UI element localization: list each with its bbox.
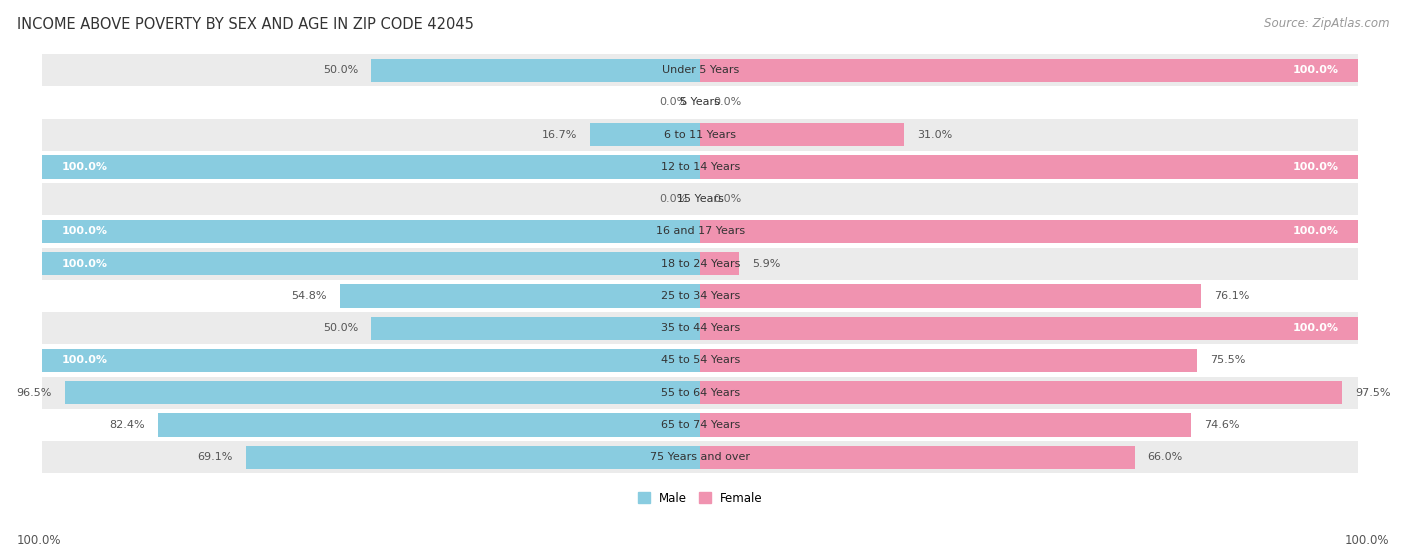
Text: 35 to 44 Years: 35 to 44 Years — [661, 323, 740, 333]
Text: 75 Years and over: 75 Years and over — [650, 452, 751, 462]
Text: 100.0%: 100.0% — [62, 259, 108, 269]
Bar — [700, 59, 1358, 82]
Text: 75.5%: 75.5% — [1211, 356, 1246, 366]
Bar — [591, 123, 700, 146]
Bar — [42, 312, 1358, 344]
Bar — [700, 123, 904, 146]
Text: Under 5 Years: Under 5 Years — [662, 65, 738, 75]
Text: 100.0%: 100.0% — [17, 534, 62, 547]
Text: 5 Years: 5 Years — [681, 97, 720, 107]
Text: 100.0%: 100.0% — [1344, 534, 1389, 547]
Text: 100.0%: 100.0% — [1292, 226, 1339, 236]
Text: 0.0%: 0.0% — [713, 194, 741, 204]
Bar — [371, 316, 700, 340]
Bar — [42, 54, 1358, 87]
Bar — [700, 220, 1358, 243]
Text: 76.1%: 76.1% — [1215, 291, 1250, 301]
Text: INCOME ABOVE POVERTY BY SEX AND AGE IN ZIP CODE 42045: INCOME ABOVE POVERTY BY SEX AND AGE IN Z… — [17, 17, 474, 32]
Text: 96.5%: 96.5% — [17, 388, 52, 397]
Text: 100.0%: 100.0% — [62, 226, 108, 236]
Text: 50.0%: 50.0% — [323, 323, 359, 333]
Bar — [42, 87, 1358, 119]
Bar — [700, 413, 1191, 437]
Bar — [371, 59, 700, 82]
Bar — [42, 349, 700, 372]
Text: 16.7%: 16.7% — [541, 130, 578, 140]
Bar — [42, 155, 700, 178]
Text: 100.0%: 100.0% — [1292, 162, 1339, 172]
Text: 25 to 34 Years: 25 to 34 Years — [661, 291, 740, 301]
Bar — [42, 183, 1358, 215]
Bar — [42, 220, 700, 243]
Bar — [42, 151, 1358, 183]
Text: 69.1%: 69.1% — [197, 452, 232, 462]
Text: 50.0%: 50.0% — [323, 65, 359, 75]
Text: 82.4%: 82.4% — [110, 420, 145, 430]
Bar — [42, 252, 700, 276]
Text: 97.5%: 97.5% — [1355, 388, 1391, 397]
Bar — [700, 285, 1201, 307]
Text: 100.0%: 100.0% — [1292, 323, 1339, 333]
Text: 55 to 64 Years: 55 to 64 Years — [661, 388, 740, 397]
Bar — [42, 248, 1358, 280]
Bar — [42, 119, 1358, 151]
Text: 65 to 74 Years: 65 to 74 Years — [661, 420, 740, 430]
Text: 0.0%: 0.0% — [713, 97, 741, 107]
Text: 16 and 17 Years: 16 and 17 Years — [655, 226, 745, 236]
Bar — [42, 409, 1358, 441]
Text: 5.9%: 5.9% — [752, 259, 780, 269]
Bar — [42, 215, 1358, 248]
Bar — [700, 446, 1135, 469]
Bar — [700, 316, 1358, 340]
Bar — [65, 381, 700, 404]
Text: 6 to 11 Years: 6 to 11 Years — [664, 130, 737, 140]
Text: 18 to 24 Years: 18 to 24 Years — [661, 259, 740, 269]
Bar — [700, 349, 1197, 372]
Bar — [157, 413, 700, 437]
Text: 66.0%: 66.0% — [1147, 452, 1182, 462]
Text: 45 to 54 Years: 45 to 54 Years — [661, 356, 740, 366]
Bar — [340, 285, 700, 307]
Text: 100.0%: 100.0% — [62, 162, 108, 172]
Text: 74.6%: 74.6% — [1205, 420, 1240, 430]
Bar — [700, 252, 740, 276]
Text: 100.0%: 100.0% — [1292, 65, 1339, 75]
Text: 0.0%: 0.0% — [659, 194, 688, 204]
Bar — [42, 377, 1358, 409]
Bar — [42, 280, 1358, 312]
Bar — [700, 381, 1341, 404]
Bar — [42, 344, 1358, 377]
Text: Source: ZipAtlas.com: Source: ZipAtlas.com — [1264, 17, 1389, 30]
Text: 54.8%: 54.8% — [291, 291, 326, 301]
Text: 31.0%: 31.0% — [917, 130, 953, 140]
Text: 0.0%: 0.0% — [659, 97, 688, 107]
Text: 15 Years: 15 Years — [676, 194, 724, 204]
Bar — [42, 441, 1358, 473]
Legend: Male, Female: Male, Female — [633, 487, 768, 509]
Bar — [700, 155, 1358, 178]
Bar — [246, 446, 700, 469]
Text: 12 to 14 Years: 12 to 14 Years — [661, 162, 740, 172]
Text: 100.0%: 100.0% — [62, 356, 108, 366]
